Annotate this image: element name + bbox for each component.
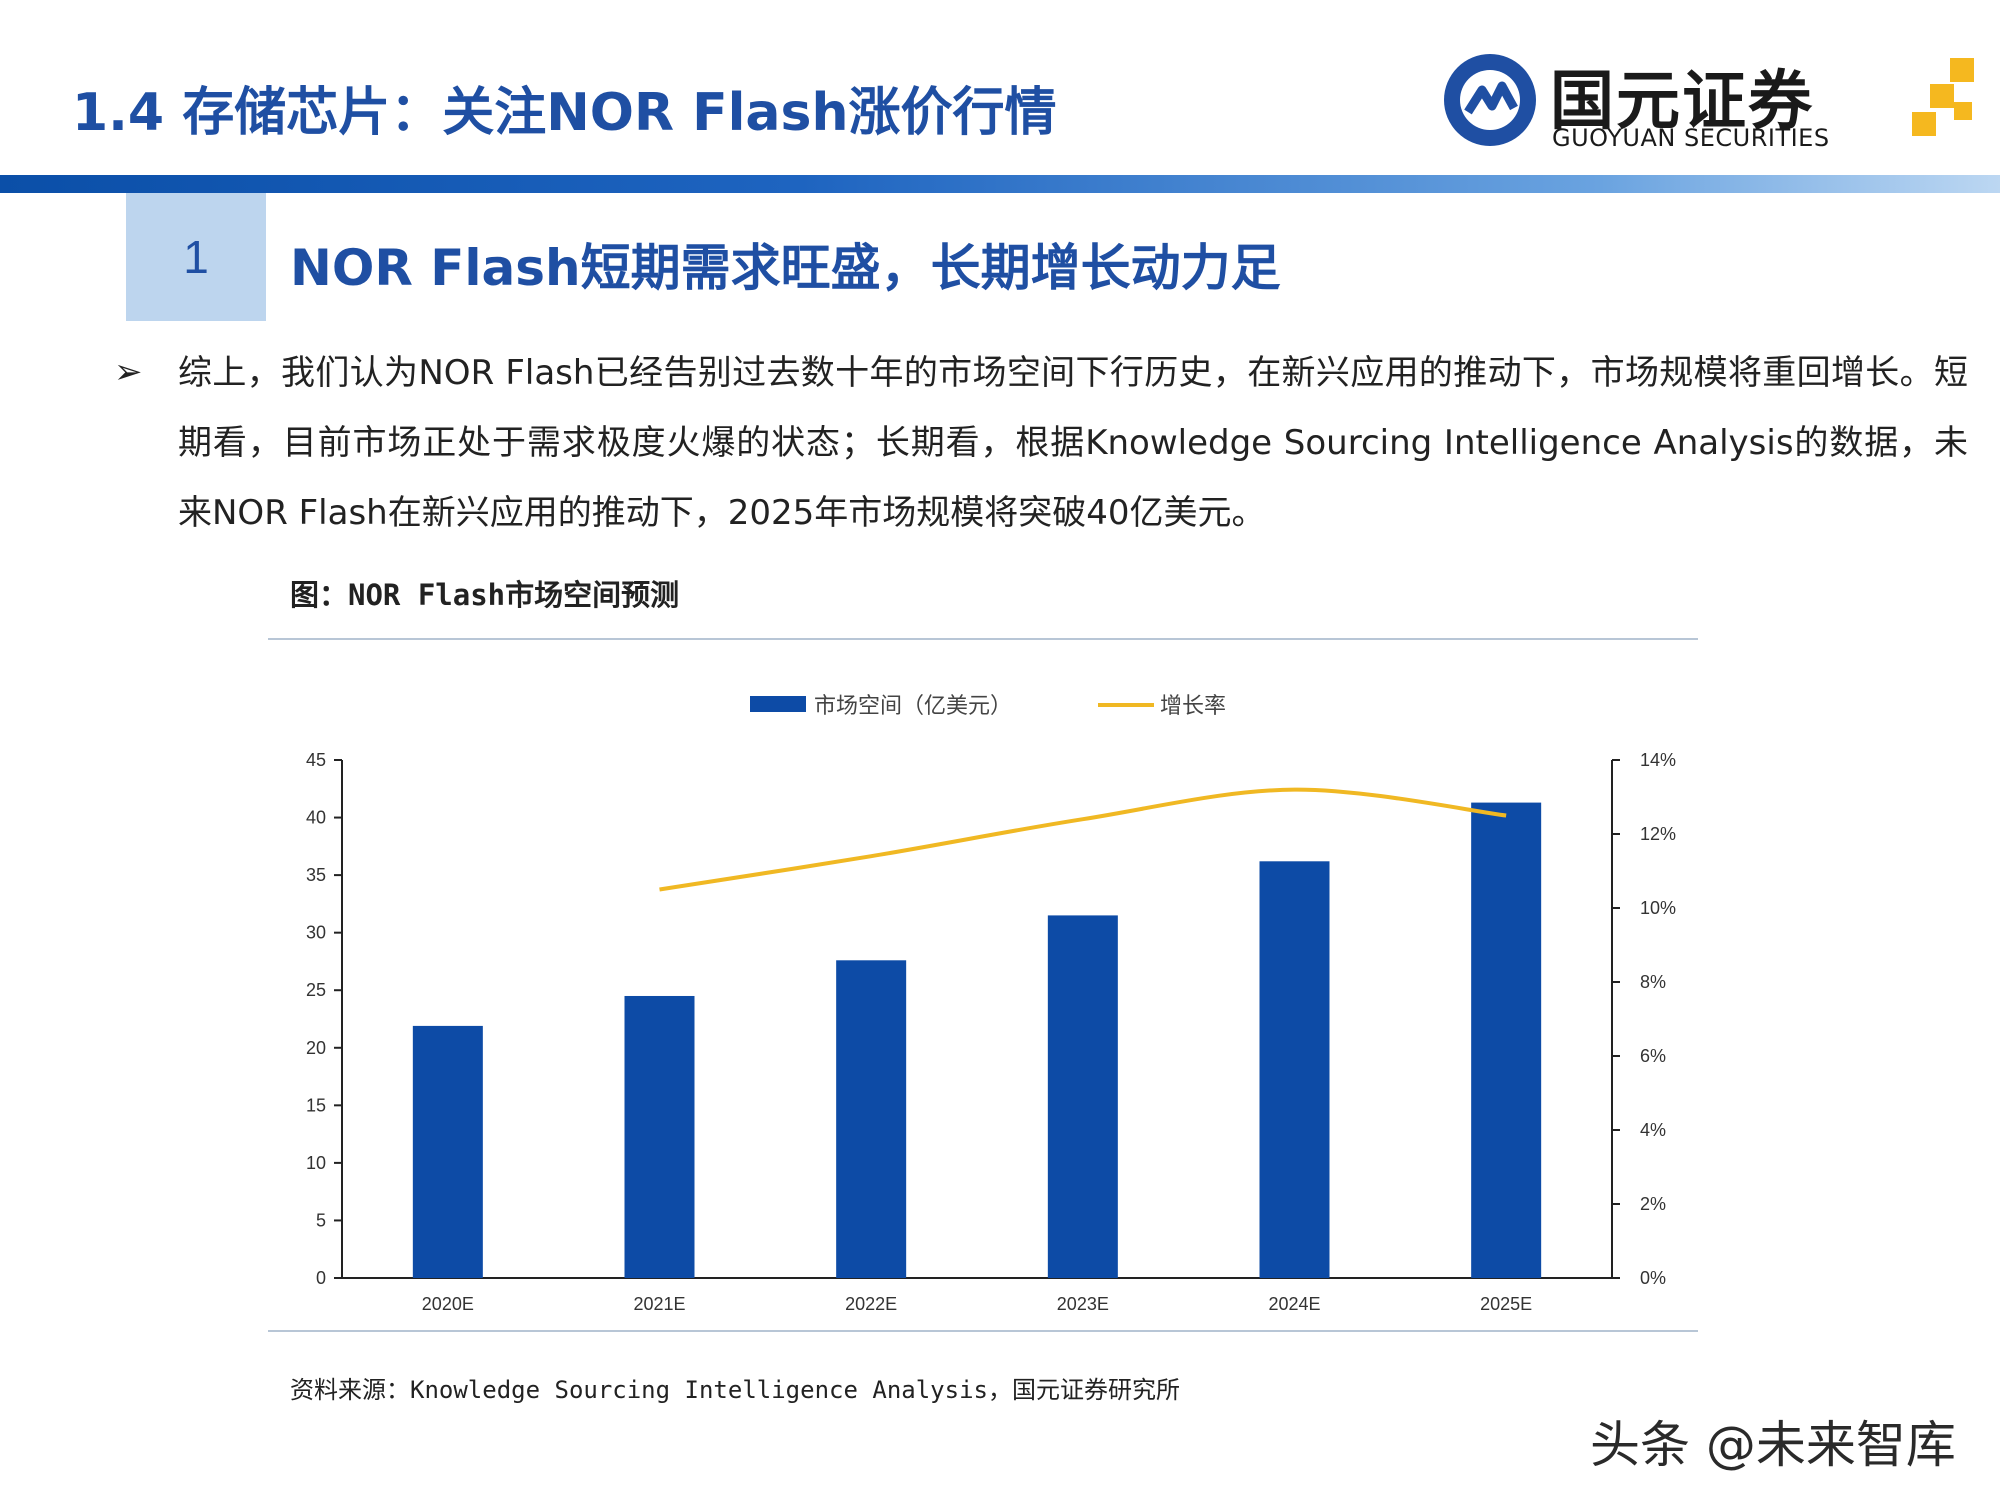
bullet-paragraph: 综上，我们认为NOR Flash已经告别过去数十年的市场空间下行历史，在新兴应用… — [178, 353, 1968, 533]
figure-bottom-rule — [268, 1330, 1698, 1332]
logo-chinese-name: 国元证券 — [1550, 65, 1814, 139]
x-axis-tick-label: 2024E — [1268, 1294, 1320, 1314]
x-axis-tick-label: 2023E — [1057, 1294, 1109, 1314]
left-axis-tick-label: 30 — [306, 923, 326, 943]
bullet-arrow-icon: ➢ — [114, 353, 143, 391]
header-divider-bar — [0, 175, 2000, 193]
bar-2024e — [1259, 861, 1330, 1278]
bar-2021e — [624, 995, 695, 1278]
page-title: 1.4 存储芯片：关注NOR Flash涨价行情 — [72, 83, 1057, 143]
right-axis-tick-label: 4% — [1640, 1120, 1666, 1140]
left-axis-tick-label: 5 — [316, 1210, 326, 1230]
x-axis-tick-label: 2020E — [422, 1294, 474, 1314]
figure-caption: 图：NOR Flash市场空间预测 — [290, 578, 680, 612]
left-axis-tick-label: 45 — [306, 750, 326, 770]
right-axis-tick-label: 6% — [1640, 1046, 1666, 1066]
bar-2025e — [1471, 802, 1542, 1278]
section-number: 1 — [126, 193, 266, 321]
right-axis-tick-label: 14% — [1640, 750, 1676, 770]
x-axis-tick-label: 2022E — [845, 1294, 897, 1314]
logo-gold-squares-icon — [1912, 58, 1974, 136]
right-axis-tick-label: 10% — [1640, 898, 1676, 918]
right-axis-tick-label: 8% — [1640, 972, 1666, 992]
bar-2020e — [412, 1025, 483, 1278]
left-axis-tick-label: 10 — [306, 1153, 326, 1173]
right-axis-tick-label: 0% — [1640, 1268, 1666, 1288]
left-axis-tick-label: 25 — [306, 980, 326, 1000]
watermark-text: 头条 @未来智库 — [1590, 1416, 1956, 1474]
x-axis-tick-label: 2021E — [633, 1294, 685, 1314]
left-axis-tick-label: 20 — [306, 1038, 326, 1058]
legend-bar-swatch — [750, 696, 806, 712]
left-axis-tick-label: 40 — [306, 808, 326, 828]
left-axis-tick-label: 0 — [316, 1268, 326, 1288]
bar-2022e — [836, 960, 907, 1278]
logo-english-name: GUOYUAN SECURITIES — [1552, 124, 1830, 152]
x-axis-tick-label: 2025E — [1480, 1294, 1532, 1314]
figure-source: 资料来源：Knowledge Sourcing Intelligence Ana… — [290, 1376, 1180, 1404]
figure-top-rule — [268, 638, 1698, 640]
left-axis-tick-label: 35 — [306, 865, 326, 885]
company-logo: 国元证券 GUOYUAN SECURITIES — [1440, 44, 1980, 164]
growth-rate-line — [659, 787, 1507, 892]
left-axis-tick-label: 15 — [306, 1095, 326, 1115]
right-axis-tick-label: 12% — [1640, 824, 1676, 844]
section-title: NOR Flash短期需求旺盛，长期增长动力足 — [290, 239, 1281, 297]
logo-emblem-icon — [1444, 54, 1536, 146]
right-axis-tick-label: 2% — [1640, 1194, 1666, 1214]
bar-2023e — [1047, 915, 1118, 1278]
legend-bar-label: 市场空间（亿美元） — [814, 693, 1012, 718]
legend-line-label: 增长率 — [1160, 693, 1226, 718]
